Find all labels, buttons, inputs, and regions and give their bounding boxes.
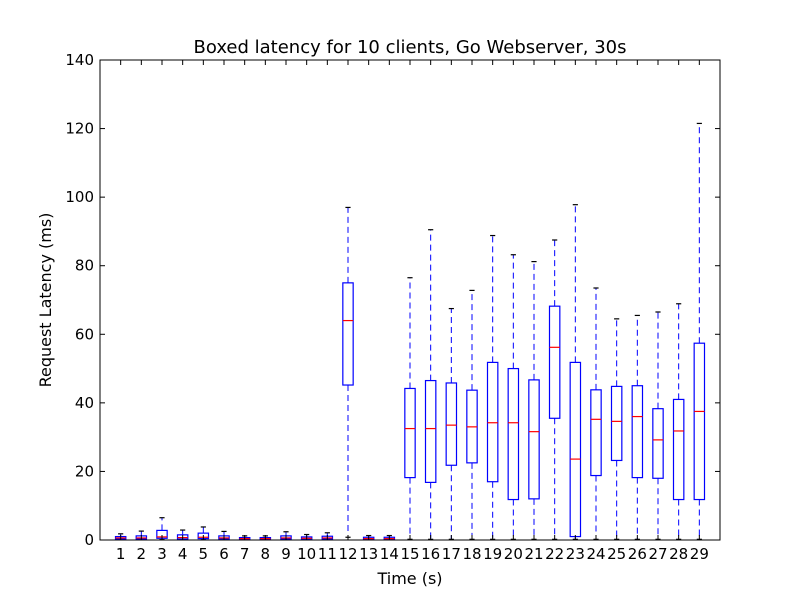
x-tick-label-15: 15 xyxy=(400,545,419,563)
x-tick-label-23: 23 xyxy=(566,545,585,563)
x-tick-label-28: 28 xyxy=(669,545,688,563)
x-tick-label-12: 12 xyxy=(338,545,357,563)
y-tick-label-120: 120 xyxy=(65,120,94,138)
y-tick-label-0: 0 xyxy=(84,531,94,549)
x-tick-label-11: 11 xyxy=(318,545,337,563)
x-tick-label-17: 17 xyxy=(442,545,461,563)
box-body xyxy=(693,342,706,501)
box-body xyxy=(590,389,602,477)
box-16 xyxy=(424,229,437,540)
box-26 xyxy=(631,314,644,540)
x-tick-label-6: 6 xyxy=(219,545,229,563)
box-29 xyxy=(693,122,706,540)
x-tick-label-24: 24 xyxy=(586,545,605,563)
x-tick-label-27: 27 xyxy=(648,545,667,563)
y-tick-label-20: 20 xyxy=(75,462,94,480)
x-tick-label-29: 29 xyxy=(690,545,709,563)
box-25 xyxy=(610,318,623,540)
chart-title: Boxed latency for 10 clients, Go Webserv… xyxy=(194,37,627,58)
plot-marks xyxy=(114,122,706,541)
box-24 xyxy=(590,287,602,540)
x-tick-label-18: 18 xyxy=(462,545,481,563)
x-tick-label-9: 9 xyxy=(281,545,291,563)
box-21 xyxy=(528,261,540,540)
x-tick-label-7: 7 xyxy=(240,545,250,563)
box-22 xyxy=(548,239,561,540)
x-tick-label-2: 2 xyxy=(137,545,147,563)
box-body xyxy=(610,385,623,462)
box-27 xyxy=(652,311,664,540)
x-tick-label-22: 22 xyxy=(545,545,564,563)
x-tick-label-3: 3 xyxy=(157,545,167,563)
box-28 xyxy=(672,303,685,540)
box-18 xyxy=(466,289,478,540)
box-body xyxy=(507,367,520,501)
box-body xyxy=(672,398,685,501)
x-tick-label-4: 4 xyxy=(178,545,188,563)
plot-frame xyxy=(99,59,721,541)
x-tick-label-10: 10 xyxy=(297,545,316,563)
box-body xyxy=(652,408,664,479)
box-body xyxy=(424,379,437,484)
box-17 xyxy=(445,307,458,540)
y-tick-label-60: 60 xyxy=(75,325,94,343)
x-axis-label: Time (s) xyxy=(376,569,442,588)
box-12 xyxy=(342,206,354,538)
box-body xyxy=(631,385,644,479)
box-body xyxy=(486,361,499,483)
box-body xyxy=(445,382,458,466)
x-tick-label-14: 14 xyxy=(380,545,399,563)
y-tick-label-140: 140 xyxy=(65,51,94,69)
y-tick-label-80: 80 xyxy=(75,257,94,275)
x-tick-label-19: 19 xyxy=(483,545,502,563)
x-tick-label-20: 20 xyxy=(504,545,523,563)
box-body xyxy=(548,305,561,419)
x-tick-label-8: 8 xyxy=(261,545,271,563)
box-body xyxy=(404,387,416,479)
y-tick-label-40: 40 xyxy=(75,394,94,412)
x-tick-label-26: 26 xyxy=(628,545,647,563)
y-axis-label: Request Latency (ms) xyxy=(36,213,55,388)
box-19 xyxy=(486,234,499,540)
box-20 xyxy=(507,254,520,540)
box-15 xyxy=(404,277,416,540)
x-tick-label-5: 5 xyxy=(199,545,209,563)
x-tick-label-1: 1 xyxy=(116,545,126,563)
x-tick-label-21: 21 xyxy=(524,545,543,563)
x-tick-label-16: 16 xyxy=(421,545,440,563)
x-tick-label-13: 13 xyxy=(359,545,378,563)
box-body xyxy=(342,282,354,386)
box-body xyxy=(528,379,540,500)
y-tick-label-100: 100 xyxy=(65,188,94,206)
x-tick-label-25: 25 xyxy=(607,545,626,563)
